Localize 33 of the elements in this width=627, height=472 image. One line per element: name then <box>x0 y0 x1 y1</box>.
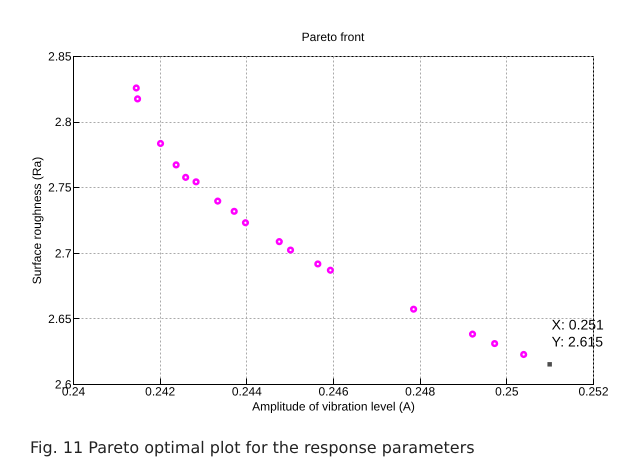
point <box>326 266 334 274</box>
point <box>468 330 476 338</box>
annotation: X: 0.251 Y: 2.615 <box>552 316 604 350</box>
y-tick-label: 2.65 <box>48 312 72 326</box>
x-tick-label: 0.242 <box>145 384 176 398</box>
point <box>286 246 294 254</box>
chart-title: Pareto front <box>302 30 366 44</box>
point <box>242 219 250 226</box>
point <box>214 198 222 205</box>
point <box>134 95 142 102</box>
y-axis-title: Surface roughness (Ra) <box>30 156 44 284</box>
point <box>172 161 180 168</box>
x-tick-label: 0.252 <box>578 384 609 398</box>
point <box>410 306 418 313</box>
y-tick-label: 2.7 <box>54 246 72 260</box>
point <box>230 208 238 215</box>
x-tick-label: 0.248 <box>405 384 436 398</box>
caption: Fig. 11 Pareto optimal plot for the response parameters <box>30 438 475 457</box>
y-tick-label: 2.8 <box>54 115 72 130</box>
point <box>156 140 164 148</box>
point <box>192 178 200 186</box>
point <box>314 260 322 268</box>
y-tick-label: 2.85 <box>48 50 72 64</box>
point <box>520 350 528 358</box>
y-tick-label: 2.75 <box>48 180 72 195</box>
point <box>182 174 190 181</box>
x-tick-label: 0.244 <box>232 384 262 398</box>
x-tick-label: 0.246 <box>318 384 349 398</box>
point <box>132 84 140 92</box>
x-tick-label: 0.25 <box>495 384 519 398</box>
point <box>276 238 283 246</box>
point <box>491 340 498 348</box>
x-axis-title: Amplitude of vibration level (A) <box>252 400 415 414</box>
